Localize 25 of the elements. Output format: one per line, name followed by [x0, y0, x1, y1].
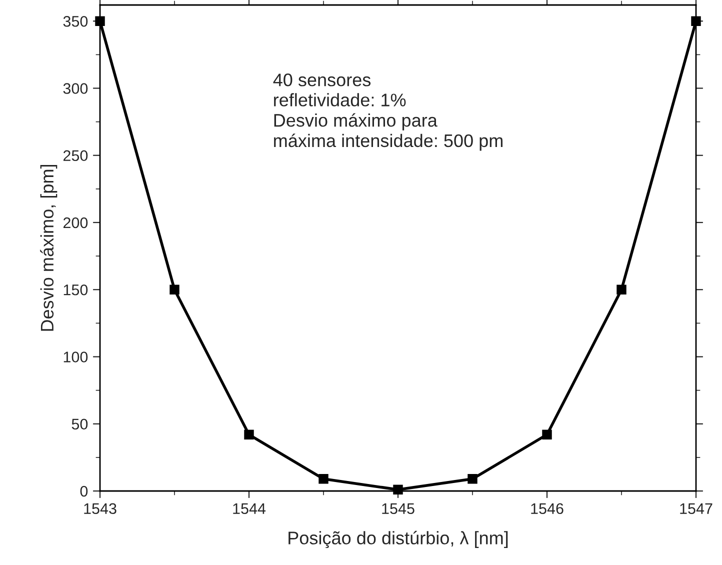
- x-tick-label: 1544: [233, 503, 266, 514]
- point: [170, 284, 180, 294]
- y-tick-label: 150: [64, 284, 88, 296]
- point: [393, 484, 403, 495]
- point: [468, 474, 478, 484]
- x-tick-label: 1546: [531, 503, 564, 514]
- y-tick-label: 250: [63, 150, 88, 162]
- y-tick-label: 0: [80, 486, 88, 497]
- x-tick-label: 1543: [84, 503, 116, 514]
- point: [244, 430, 254, 440]
- point: [691, 16, 701, 26]
- y-tick-label: 350: [63, 16, 88, 27]
- x-tick-label: 1547: [680, 503, 712, 514]
- x-axis-title: Posição do distúrbio, λ [nm]: [288, 530, 508, 548]
- y-axis-title: Desvio máximo, [pm]: [40, 165, 58, 331]
- y-tick-label: 300: [63, 83, 88, 94]
- y-tick-label: 50: [72, 418, 88, 430]
- point: [318, 474, 328, 484]
- point: [542, 430, 552, 440]
- annotation: 40 sensores refletividade: 1% Desvio máximo para máxima intensidade: 500 pm: [273, 74, 502, 151]
- y-tick-label: 200: [63, 217, 88, 228]
- point: [616, 284, 626, 294]
- x-tick-label: 1545: [382, 503, 414, 514]
- y-tick-label: 100: [64, 352, 88, 362]
- point: [95, 16, 105, 26]
